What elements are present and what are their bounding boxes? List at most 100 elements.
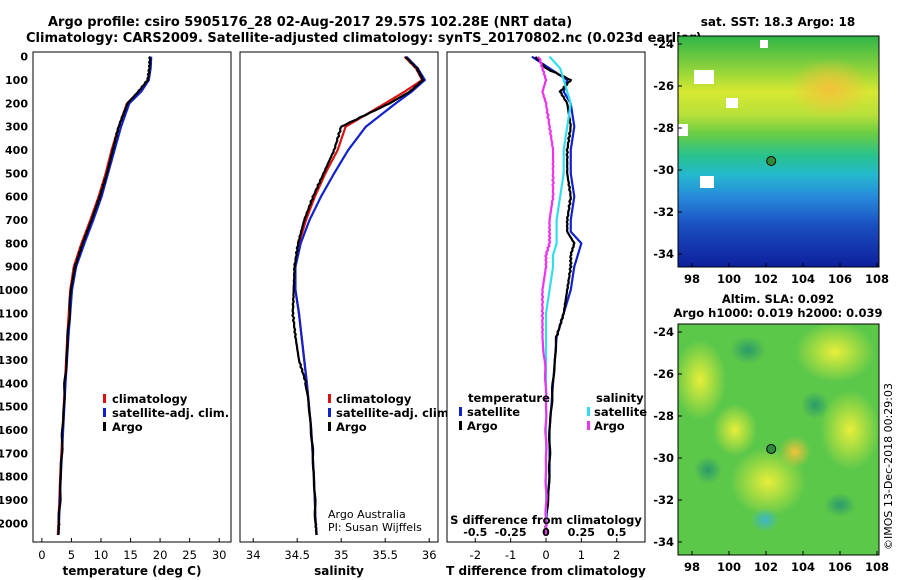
legend-swatch-climatology <box>328 394 331 403</box>
lat-tick-label: -24 <box>653 37 674 51</box>
sla-yellow-patch <box>674 340 726 420</box>
x-tick-label: 10 <box>94 548 109 562</box>
series-line-argo <box>57 55 152 536</box>
x-tick-label: 20 <box>153 548 168 562</box>
top-tick-label: -0.25 <box>495 526 527 539</box>
legend-swatch-satellite <box>103 408 106 417</box>
x-tick-label: 15 <box>123 548 138 562</box>
legend-label-argo: Argo <box>336 420 367 434</box>
depth-axis: 0 100 200 300 400 500 600 700 800 900 1000 1100 1200… <box>0 51 451 530</box>
depth-tick-label: 200 <box>5 97 28 110</box>
lon-tick-label: 106 <box>828 560 852 574</box>
sst-map: sat. SST: 18.3 Argo: 18 -24 -26 -28 -30 -32 -… <box>653 15 889 286</box>
series-line-salinity-argo <box>537 56 555 536</box>
difference-panel: -2 -1 0 1 2 -0.5 -0.25 0 0.25 0.5 S difference f… <box>446 51 647 578</box>
sla-dark-patch <box>730 336 766 364</box>
sst-float-marker <box>766 156 777 166</box>
top-tick-label: 0.25 <box>568 526 595 539</box>
sla-map-title-1: Altim. SLA: 0.092 <box>722 292 834 306</box>
legend-label-climatology: climatology <box>336 392 412 406</box>
depth-tick-label: 400 <box>5 144 28 157</box>
x-tick-label: 35 <box>334 548 349 562</box>
depth-tick-label: 1500 <box>0 401 28 414</box>
salinity-plot-frame <box>239 51 439 543</box>
depth-tick-label: 1000 <box>0 284 28 297</box>
lon-tick-label: 104 <box>791 272 815 286</box>
series-line-argo <box>291 56 425 536</box>
depth-tick-label: 700 <box>5 214 28 227</box>
lat-tick-label: -32 <box>653 493 674 507</box>
legend-label-argo: Argo <box>112 420 143 434</box>
temperature-plot-frame <box>32 51 232 543</box>
top-tick-label: 0 <box>542 526 550 539</box>
legend-title-temperature: temperature <box>468 391 550 405</box>
sst-warm-patch <box>790 58 870 118</box>
sst-white-patch <box>726 98 738 108</box>
lat-tick-label: -34 <box>653 535 674 549</box>
x-tick-label: 36 <box>422 548 437 562</box>
sla-yellow-patch <box>713 404 757 456</box>
legend-label-temp-satellite: satellite <box>467 405 520 419</box>
temperature-panel: 0 5 10 15 20 25 30 temperature (deg C) climato… <box>32 51 232 578</box>
lon-tick-label: 100 <box>717 272 741 286</box>
top-tick-label: -0.5 <box>463 526 487 539</box>
x-tick-label: 34 <box>246 548 261 562</box>
legend-title-salinity: salinity <box>596 391 644 405</box>
legend-label-temp-argo: Argo <box>467 419 498 433</box>
sla-map: Altim. SLA: 0.092 Argo h1000: 0.019 h200… <box>653 292 889 574</box>
lon-tick-label: 106 <box>828 272 852 286</box>
title-line-1: Argo profile: csiro 5905176_28 02-Aug-20… <box>48 15 572 30</box>
top-tick-label: 0.5 <box>607 526 627 539</box>
temperature-xlabel: temperature (deg C) <box>63 564 202 578</box>
series-line-temperature-argo <box>534 56 576 536</box>
salinity-xlabel: salinity <box>314 564 364 578</box>
sst-white-patch <box>760 40 768 48</box>
depth-tick-label: 1900 <box>0 494 28 507</box>
depth-tick-label: 100 <box>5 74 28 87</box>
x-tick-label: 34.5 <box>284 548 310 562</box>
legend-label-satellite: satellite-adj. clim. <box>336 406 453 420</box>
legend-label-sal-satellite: satellite <box>594 405 647 419</box>
lat-tick-label: -30 <box>653 163 674 177</box>
legend-label-sal-argo: Argo <box>594 419 625 433</box>
x-tick-label: 30 <box>212 548 227 562</box>
legend-label-satellite: satellite-adj. clim. <box>112 406 229 420</box>
credit-line-1: Argo Australia <box>328 508 406 521</box>
x-tick-label: 0 <box>38 548 45 562</box>
sst-white-patch <box>694 70 714 84</box>
lon-tick-label: 98 <box>684 560 700 574</box>
t-difference-xlabel: T difference from climatology <box>446 564 646 578</box>
lat-tick-label: -30 <box>653 451 674 465</box>
x-tick-label: 1 <box>578 548 585 562</box>
lon-tick-label: 102 <box>754 272 778 286</box>
lat-tick-label: -28 <box>653 409 674 423</box>
lat-tick-label: -24 <box>653 325 674 339</box>
x-tick-label: -1 <box>505 548 516 562</box>
depth-tick-label: 1100 <box>0 307 28 320</box>
lat-tick-label: -32 <box>653 205 674 219</box>
legend-swatch-sal-argo <box>587 421 590 430</box>
depth-tick-label: 1600 <box>0 424 28 437</box>
salinity-legend: climatology satellite-adj. clim. Argo <box>328 392 453 434</box>
x-tick-label: 5 <box>68 548 75 562</box>
lat-tick-label: -26 <box>653 367 674 381</box>
legend-swatch-sal-satellite <box>587 407 590 416</box>
sla-map-frame <box>677 323 880 556</box>
lat-tick-label: -26 <box>653 79 674 93</box>
depth-tick-label: 2000 <box>0 517 28 530</box>
sst-white-patch <box>700 176 714 188</box>
depth-tick-label: 0 <box>20 51 28 64</box>
title-line-2: Climatology: CARS2009. Satellite-adjuste… <box>26 31 702 46</box>
x-tick-label: 2 <box>613 548 620 562</box>
depth-tick-label: 1800 <box>0 471 28 484</box>
lat-tick-label: -34 <box>653 247 674 261</box>
depth-tick-label: 1400 <box>0 377 28 390</box>
sla-yellow-patch <box>820 390 880 470</box>
x-tick-label: 0 <box>542 548 549 562</box>
lon-tick-label: 104 <box>791 560 815 574</box>
depth-tick-label: 900 <box>5 261 28 274</box>
x-tick-label: 25 <box>182 548 197 562</box>
lon-tick-label: 102 <box>754 560 778 574</box>
depth-tick-label: 1700 <box>0 447 28 460</box>
